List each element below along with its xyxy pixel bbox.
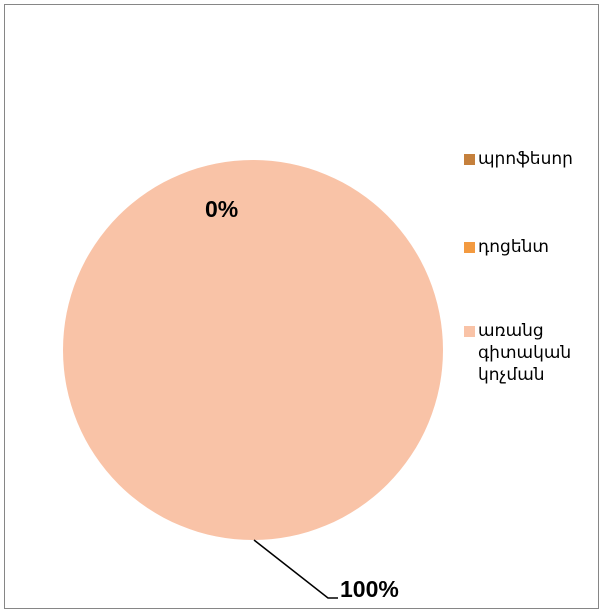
leader-line	[253, 539, 338, 599]
data-label-bottom: 100%	[340, 576, 399, 602]
legend-label: դոցենտ	[478, 237, 549, 257]
pie-slices	[63, 160, 443, 540]
legend-swatch	[464, 242, 475, 253]
legend-swatch	[464, 326, 475, 337]
legend-swatch	[464, 154, 475, 165]
legend-item-no-degree: առանց գիտական կոչման	[464, 320, 583, 386]
data-label-top: 0%	[205, 196, 239, 222]
legend-label: պրոֆեսոր	[478, 149, 573, 169]
legend-item-docent: դոցենտ	[464, 236, 583, 258]
pie-slice	[63, 160, 443, 540]
legend-label: առանց գիտական կոչման	[478, 321, 572, 385]
legend-item-professor: պրոֆեսոր	[464, 148, 583, 170]
